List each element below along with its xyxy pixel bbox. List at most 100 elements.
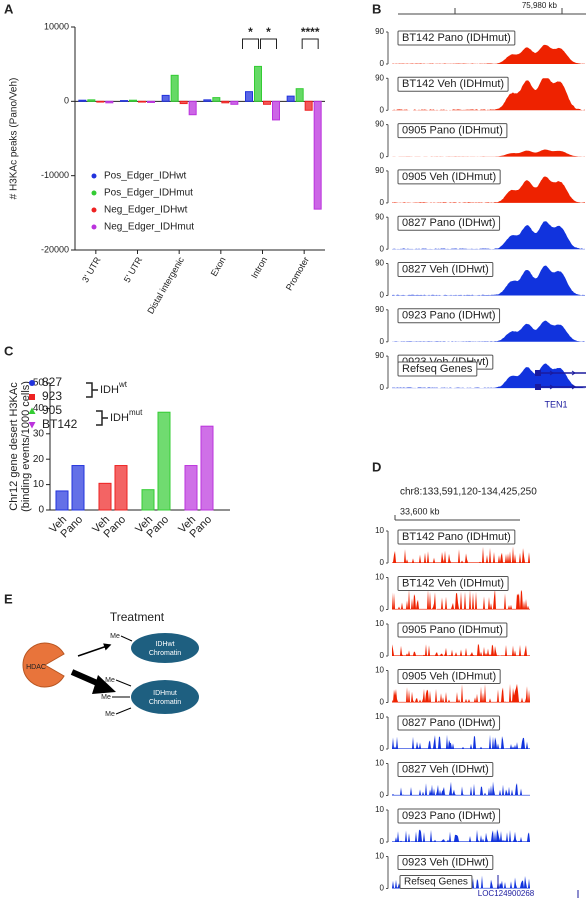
track-tick-label: 0 [380, 605, 385, 614]
track-label: 0905 Pano (IDHmut) [402, 125, 503, 137]
coordinate-label: 33,600 kb [400, 506, 440, 516]
track-label: 0827 Veh (IDHwt) [402, 263, 489, 275]
legend-marker [91, 190, 97, 196]
track-signal [392, 829, 530, 842]
bar [157, 411, 171, 511]
gene-exon [535, 370, 541, 376]
hdac-label: HDAC [26, 664, 46, 671]
legend-label: 827 [42, 375, 62, 389]
track-tick-label: 0 [380, 884, 385, 893]
track-tick-label: 10 [375, 526, 384, 535]
track-signal [392, 546, 530, 563]
track-label-box [397, 622, 508, 638]
chromatin-label: IDHwt [155, 641, 174, 648]
track-signal [392, 781, 530, 796]
y-axis-label: Chr12 gene desert H3KAc [8, 382, 20, 511]
x-tick-label: Exon [209, 255, 228, 278]
bar [313, 100, 322, 210]
track-tick-label: 0 [380, 105, 385, 114]
track-tick-label: 10 [375, 805, 384, 814]
track-label-box [397, 762, 494, 777]
legend-label: Pos_Edger_IDHmut [104, 188, 193, 199]
significance-label: * [248, 25, 253, 39]
y-tick-label: 0 [38, 505, 44, 516]
track-label: 0923 Pano (IDHwt) [402, 810, 496, 822]
significance-bracket [242, 38, 259, 49]
track-tick-label: 90 [375, 120, 384, 129]
track-tick-label: 10 [375, 712, 384, 721]
track-tick-label: 10 [375, 666, 384, 675]
track-label-box [397, 669, 501, 684]
bar [138, 100, 146, 103]
track-tick-label: 0 [380, 651, 385, 660]
x-tick-label: Promoter [284, 255, 311, 292]
legend-group-sup: wt [118, 380, 128, 389]
legend-marker [91, 173, 97, 179]
track-tick-label: 0 [380, 198, 385, 207]
bar [230, 100, 239, 105]
gene-name: LOC124900268 [478, 889, 535, 898]
legend-bracket [96, 410, 108, 426]
track-signal [392, 363, 585, 389]
significance-bracket [301, 38, 319, 49]
bar [147, 100, 155, 103]
bar [200, 425, 214, 511]
methyl-bond [115, 707, 132, 715]
chromatin-label: Chromatin [149, 699, 181, 706]
track-label: 0923 Veh (IDHwt) [402, 856, 489, 868]
track-tick-label: 90 [375, 166, 384, 175]
track-label-box [397, 855, 494, 870]
track-label-box [397, 215, 501, 231]
track-tick-label: 0 [380, 837, 385, 846]
track-tick-label: 0 [380, 152, 385, 161]
methyl-bond [120, 635, 133, 642]
bar [161, 94, 170, 102]
bar [188, 100, 197, 116]
legend-marker [91, 207, 97, 213]
track-tick-label: 0 [380, 744, 385, 753]
methyl-label: Me [105, 677, 115, 684]
track-tick-label: 90 [375, 73, 384, 82]
track-tick-label: 90 [375, 212, 384, 221]
track-signal [392, 176, 585, 203]
track-label: 0905 Pano (IDHmut) [402, 624, 503, 636]
y-tick-label: 10000 [44, 21, 69, 31]
bar [304, 100, 313, 111]
arrow-head [92, 675, 116, 694]
y-axis-label: (binding events/1000 cells) [20, 381, 32, 512]
y-axis-label: # H3KAc peaks (Pano/Veh) [9, 78, 20, 200]
track-tick-label: 0 [380, 337, 385, 346]
track-label: BT142 Pano (IDHmut) [402, 32, 511, 44]
legend-marker [91, 224, 97, 230]
y-tick-label: 50 [33, 378, 45, 389]
bar [55, 490, 69, 511]
track-signal [392, 149, 585, 157]
track-signal [392, 221, 585, 250]
bar [263, 100, 271, 105]
chromatin [131, 633, 199, 663]
track-signal [392, 588, 530, 610]
y-tick-label: -20000 [41, 244, 69, 254]
track-tick-label: 10 [375, 573, 384, 582]
track-label: Refseq Genes [402, 363, 473, 375]
track-label-box [397, 529, 516, 545]
chromatin-label: Chromatin [149, 650, 181, 657]
legend-label: BT142 [42, 417, 78, 431]
track-tick-label: 0 [380, 291, 385, 300]
bar [272, 100, 280, 121]
track-label: Refseq Genes [404, 877, 468, 888]
legend-bracket [86, 382, 98, 398]
significance-bracket [260, 38, 277, 49]
bar [254, 65, 262, 102]
x-tick-label: Intron [249, 255, 269, 280]
bar [212, 97, 221, 102]
legend-group-text: IDH [100, 384, 119, 396]
panel-label: B [372, 1, 381, 16]
bar [120, 100, 128, 102]
track-tick-label: 90 [375, 27, 384, 36]
bar [245, 91, 253, 102]
panel-label: E [4, 591, 13, 606]
track-tick-label: 0 [380, 791, 385, 800]
bar [203, 99, 212, 102]
bar [184, 465, 198, 511]
